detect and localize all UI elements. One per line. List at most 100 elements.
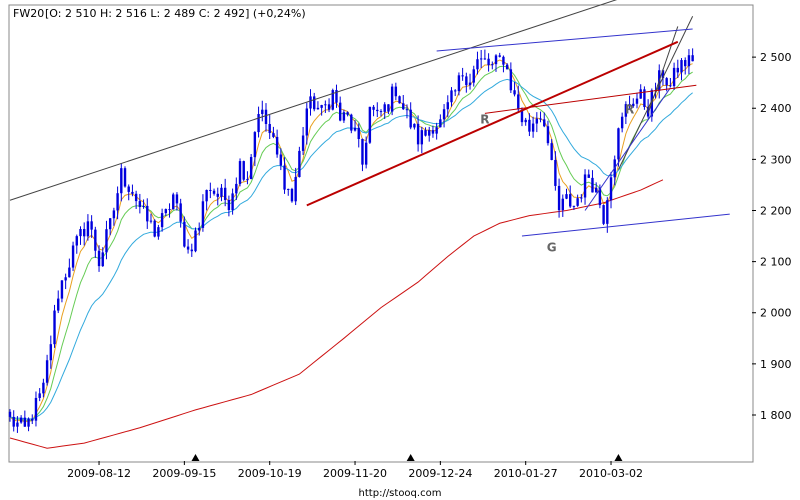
- candle-body: [331, 90, 334, 110]
- candle-body: [450, 90, 453, 103]
- candle-body: [16, 422, 19, 427]
- candle-body: [561, 198, 564, 211]
- candle-body: [231, 193, 234, 211]
- candle-body: [383, 104, 386, 112]
- x-tick-label: 2009-10-19: [238, 467, 302, 480]
- y-tick-label: 1 900: [760, 358, 792, 371]
- candle-body: [535, 118, 539, 124]
- candle-body: [376, 109, 379, 112]
- candle-body: [301, 135, 305, 151]
- candle-body: [209, 189, 212, 191]
- candle-body: [483, 58, 487, 60]
- y-tick-label: 2 100: [760, 256, 792, 269]
- ohlc-readout: [O: 2 510 H: 2 516 L: 2 489 C: 2 492] (+…: [45, 7, 306, 20]
- chart-symbol: FW20: [13, 7, 44, 20]
- candle-body: [283, 165, 286, 190]
- candle-body: [487, 58, 490, 66]
- candle-body: [606, 200, 609, 224]
- candle-body: [524, 119, 527, 123]
- candle-body: [598, 187, 602, 206]
- candle-body: [205, 189, 208, 202]
- candle-body: [194, 230, 197, 252]
- candle-body: [461, 75, 464, 77]
- candle-body: [290, 188, 294, 202]
- candle-body: [223, 187, 227, 200]
- candle-body: [569, 194, 572, 207]
- candle-body: [576, 198, 579, 206]
- x-tick-label: 2009-12-24: [408, 467, 472, 480]
- candle-body: [298, 150, 301, 178]
- candle-body: [428, 130, 431, 136]
- candle-body: [38, 393, 41, 398]
- candle-body: [127, 186, 130, 192]
- candle-body: [639, 89, 642, 99]
- pattern-labels: R G R: [480, 102, 634, 254]
- candle-body: [580, 197, 583, 199]
- candle-body: [172, 194, 175, 210]
- candle-body: [279, 154, 283, 166]
- trend-line: [484, 84, 697, 114]
- candle-body: [275, 136, 279, 155]
- candle-body: [57, 298, 60, 311]
- candle-body: [505, 64, 509, 70]
- candle-body: [543, 119, 546, 127]
- candle-body: [435, 127, 438, 134]
- candle-body: [550, 143, 553, 160]
- candle-body: [198, 227, 201, 231]
- candle-body: [249, 157, 253, 180]
- source-link[interactable]: http://stooq.com: [359, 488, 442, 499]
- candle-body: [672, 67, 676, 87]
- candle-body: [338, 102, 342, 121]
- candle-body: [402, 103, 405, 110]
- candle-body: [350, 114, 353, 131]
- candle-body: [628, 104, 631, 107]
- candle-body: [86, 221, 90, 237]
- candle-body: [116, 193, 119, 211]
- event-marker-triangle: [614, 454, 623, 461]
- candle-body: [353, 127, 357, 131]
- candle-body: [565, 194, 568, 199]
- candle-body: [531, 123, 535, 132]
- candle-body: [268, 124, 271, 134]
- candle-body: [183, 221, 186, 247]
- candle-body: [212, 190, 216, 194]
- candle-body: [327, 104, 331, 110]
- candle-body: [661, 70, 665, 79]
- x-tick-label: 2009-11-20: [323, 467, 387, 480]
- candle-body: [108, 218, 112, 230]
- candle-body: [53, 310, 56, 345]
- candle-body: [472, 69, 475, 83]
- candle-body: [494, 55, 498, 65]
- candle-body: [602, 205, 605, 224]
- trend-line: [9, 0, 618, 201]
- candle-body: [394, 86, 398, 97]
- candle-body: [517, 94, 520, 110]
- candle-body: [498, 55, 501, 57]
- candle-body: [368, 106, 372, 143]
- y-tick-label: 2 500: [760, 51, 792, 64]
- candle-body: [684, 60, 687, 67]
- candle-body: [454, 90, 457, 92]
- candle-body: [387, 104, 390, 112]
- event-marker-triangle: [191, 454, 200, 461]
- candle-body: [316, 107, 320, 110]
- candle-body: [357, 127, 360, 140]
- candle-body: [23, 417, 27, 427]
- candle-body: [594, 187, 598, 193]
- candle-body: [680, 60, 683, 73]
- candle-body: [246, 179, 249, 181]
- candle-body: [409, 109, 412, 128]
- trend-line: [521, 213, 730, 237]
- candle-body: [235, 183, 238, 194]
- candle-body: [309, 96, 312, 109]
- x-tick-label: 2009-08-12: [67, 467, 131, 480]
- y-tick-label: 2 300: [760, 153, 792, 166]
- candle-body: [131, 191, 134, 194]
- candle-body: [676, 67, 679, 73]
- ma-very-long-line: [9, 179, 664, 449]
- candle-body: [227, 199, 231, 211]
- candle-body: [175, 194, 179, 204]
- y-tick-label: 2 000: [760, 307, 792, 320]
- candle-body: [105, 229, 108, 253]
